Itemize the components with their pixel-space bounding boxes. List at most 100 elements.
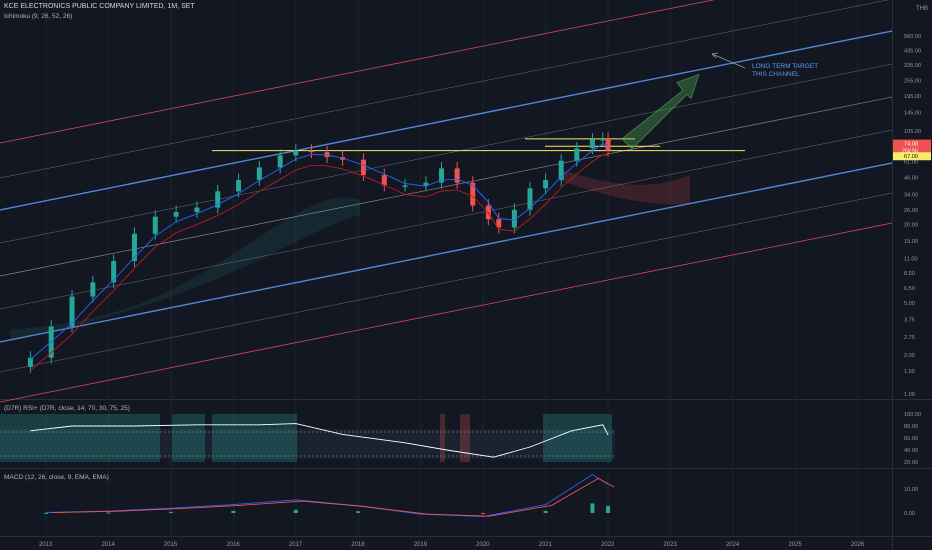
- channel-inner-line: [0, 192, 893, 373]
- macd-histogram-bar: [356, 511, 361, 513]
- candle-body: [527, 188, 533, 210]
- candle-body: [381, 175, 387, 186]
- time-tick-label: 2026: [851, 542, 865, 548]
- candle-body: [511, 209, 517, 228]
- level-price-badge: [893, 152, 931, 161]
- candle-body: [131, 233, 137, 262]
- candle-body: [589, 139, 595, 149]
- rsi-overbought-zone: [172, 414, 205, 462]
- channel-upper-blue: [0, 30, 893, 211]
- candle-body: [308, 150, 314, 153]
- time-tick-label: 2018: [351, 542, 365, 548]
- price-tick-label: 2.00: [904, 353, 915, 359]
- macd-histogram-bar: [543, 510, 548, 513]
- macd-histogram-bar: [44, 512, 48, 514]
- time-tick-label: 2017: [289, 542, 303, 548]
- price-tick-label: 335.00: [904, 63, 921, 69]
- time-tick-label: 2022: [601, 542, 615, 548]
- channel-inner-line: [0, 0, 889, 179]
- candle-body: [402, 185, 408, 187]
- macd-histogram-bar: [231, 510, 236, 513]
- target-callout-line1: LONG TERM TARGET: [752, 63, 819, 70]
- candle-body: [277, 155, 283, 168]
- macd-tick-label: 0.00: [904, 511, 915, 517]
- candle-body: [111, 261, 117, 283]
- macd-histogram-bar: [590, 503, 595, 513]
- candle-body: [256, 167, 262, 181]
- candle-body: [423, 182, 429, 186]
- candle-body: [470, 182, 476, 206]
- candle-body: [600, 138, 606, 141]
- channel-lower-blue: [0, 162, 893, 343]
- candle-body: [69, 296, 75, 327]
- rsi-label: (D7R) RSI+ (D7R, close, 14, 70, 30, 75, …: [4, 405, 130, 412]
- macd-signal-line: [51, 477, 615, 517]
- bar-countdown-label: 26d 5h: [902, 149, 918, 155]
- candle-body: [90, 282, 96, 297]
- price-tick-label: 145.00: [904, 111, 921, 117]
- time-tick-label: 2025: [788, 542, 802, 548]
- callout-pointer: [711, 53, 746, 69]
- macd-label: MACD (12, 26, close, 9, EMA, EMA): [4, 474, 109, 481]
- time-tick-label: 2016: [226, 542, 240, 548]
- time-tick-label: 2024: [726, 542, 740, 548]
- price-tick-label: 34.00: [904, 193, 918, 199]
- macd-histogram-bar: [168, 511, 173, 513]
- macd-tick-label: 10.00: [904, 487, 918, 493]
- candle-body: [454, 168, 460, 183]
- channel-mid-line: [0, 96, 893, 277]
- currency-label: THB: [916, 6, 928, 12]
- projection-arrow: [621, 73, 700, 150]
- candle-body: [574, 148, 580, 161]
- price-tick-label: 6.50: [904, 286, 915, 292]
- kijun-line: [30, 154, 609, 371]
- candle-body: [558, 160, 564, 181]
- time-tick-label: 2013: [39, 542, 53, 548]
- rsi-overbought-zone: [0, 414, 160, 462]
- price-tick-label: 3.75: [904, 317, 915, 323]
- price-tick-label: 1.50: [904, 369, 915, 375]
- time-tick-label: 2019: [414, 542, 428, 548]
- time-tick-label: 2021: [539, 542, 553, 548]
- candle-body: [543, 180, 549, 189]
- rsi-tick-label: 60.00: [904, 436, 918, 442]
- price-tick-label: 1.00: [904, 392, 915, 398]
- candle-body: [360, 159, 366, 176]
- channel-inner-line: [0, 129, 893, 310]
- channel-inner-line: [0, 63, 893, 244]
- chart-title: KCE ELECTRONICS PUBLIC COMPANY LIMITED, …: [4, 3, 195, 10]
- macd-histogram-bar: [481, 513, 486, 514]
- callout-arrowhead: [711, 52, 719, 59]
- rsi-overbought-zone: [212, 414, 297, 462]
- candle-body: [439, 168, 445, 183]
- price-tick-label: 46.00: [904, 176, 918, 182]
- candle-body: [194, 207, 200, 212]
- rsi-line: [30, 423, 609, 458]
- candle-body: [293, 150, 299, 156]
- rsi-tick-label: 20.00: [904, 460, 918, 466]
- candle-body: [173, 211, 179, 217]
- target-callout-line2: THIS CHANNEL: [752, 71, 800, 78]
- price-tick-label: 560.00: [904, 34, 921, 40]
- rsi-tick-label: 40.00: [904, 448, 918, 454]
- target-callout: LONG TERM TARGET THIS CHANNEL: [752, 63, 818, 79]
- price-tick-label: 105.00: [904, 129, 921, 135]
- price-tick-label: 20.00: [904, 223, 918, 229]
- rsi-tick-label: 80.00: [904, 424, 918, 430]
- time-tick-label: 2015: [164, 542, 178, 548]
- price-tick-label: 5.00: [904, 301, 915, 307]
- time-tick-label: 2020: [476, 542, 490, 548]
- last-price-badge: [893, 139, 931, 156]
- time-tick-label: 2023: [664, 542, 678, 548]
- candle-body: [236, 180, 242, 192]
- rsi-oversold-zone: [440, 414, 445, 462]
- price-tick-label: 8.50: [904, 271, 915, 277]
- ichimoku-cloud-bear: [560, 170, 690, 205]
- rsi-tick-label: 100.00: [904, 412, 921, 418]
- macd-histogram-bar: [293, 509, 298, 513]
- tenkan-line: [30, 143, 609, 360]
- rsi-oversold-zone: [460, 414, 470, 462]
- candle-body: [496, 219, 502, 228]
